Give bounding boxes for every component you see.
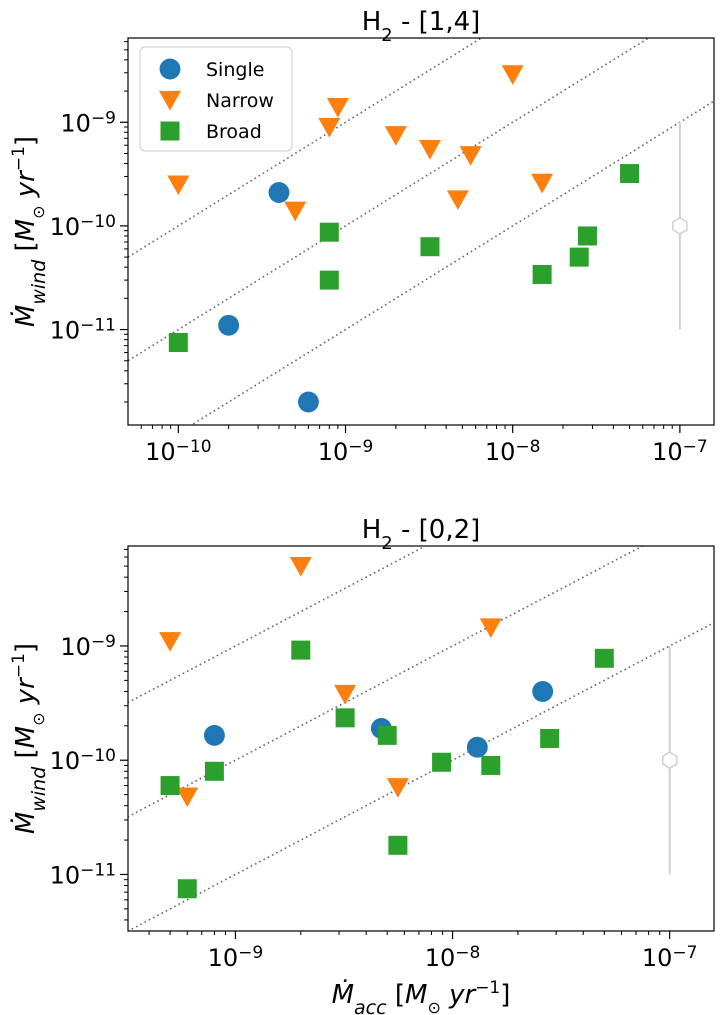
broad-point-5 [532,264,552,284]
guide-lines [128,546,714,931]
guide-lines [128,38,714,425]
legend-label-narrow: Narrow [206,90,274,112]
x-tick-label-3: 10−7 [642,943,698,972]
y-tick-label-1: 10−11 [50,861,116,890]
series-narrow [167,65,554,222]
narrow-point-9 [501,65,524,85]
x-tick-label-1: 10−9 [208,943,264,972]
single-point-2 [268,182,290,203]
narrow-point-2 [284,201,307,222]
broad-point-3 [319,270,339,290]
chart-panel-1: 10−10 10−9 10−8 10−7 10−11 10−10 10−9 H2 - [1,4… [9,7,715,466]
error-bar-reference [662,645,678,875]
y-tick-label-2: 10−10 [50,747,116,776]
legend-label-single: Single [206,59,264,81]
x-tick-label-2: 10−8 [425,943,481,972]
narrow-point-4 [326,97,349,118]
error-bar-marker [672,217,688,235]
plot-frame [127,37,715,426]
data-points [167,65,640,413]
single-point-1 [218,314,240,336]
guide-line-2 [128,546,645,818]
narrow-point-1 [167,175,190,196]
x-tick-label-1: 10−10 [145,437,211,466]
broad-point-11 [594,648,614,668]
minor-ticks [124,41,673,429]
narrow-point-6 [418,140,441,160]
series-broad [160,640,614,899]
legend-marker-narrow [158,90,182,111]
x-tick-label-2: 10−9 [318,437,374,466]
broad-point-9 [481,755,501,775]
narrow-point-6 [479,618,502,639]
x-axis-label: Ṁacc [M⊙ yr−1] [332,978,511,1015]
legend-marker-broad [160,121,180,141]
single-point-3 [466,736,488,758]
x-tick-label-4: 10−7 [652,437,708,466]
series-narrow [159,556,502,808]
broad-point-8 [432,752,452,772]
broad-point-7 [577,226,597,246]
narrow-point-5 [386,778,409,798]
legend-label-broad: Broad [206,121,262,143]
broad-point-7 [388,835,408,855]
broad-point-6 [377,725,397,745]
legend-marker-single [159,58,181,80]
x-tick-label-3: 10−8 [485,437,541,466]
narrow-point-1 [159,632,182,652]
minor-ticks [124,548,661,935]
narrow-point-2 [176,787,199,808]
chart-title: H2 - [0,2] [362,515,481,554]
single-point-1 [203,724,225,746]
narrow-point-7 [446,190,469,210]
broad-point-8 [620,164,640,184]
broad-point-4 [420,237,440,257]
y-tick-label-3: 10−9 [60,109,116,138]
broad-point-10 [540,728,560,748]
series-broad [168,164,640,353]
narrow-point-5 [384,126,407,146]
data-points [159,556,614,899]
series-single [218,182,319,413]
y-tick-label-1: 10−11 [50,316,116,345]
narrow-point-10 [531,173,554,194]
y-axis-label: Ṁwind [M⊙ yr−1] [9,136,50,327]
broad-point-1 [168,333,188,353]
narrow-point-3 [318,117,341,138]
guide-line-1 [128,38,483,259]
broad-point-4 [291,640,311,660]
series-single [203,680,554,758]
broad-point-2 [319,222,339,242]
narrow-point-3 [289,556,312,577]
broad-point-1 [160,776,180,796]
single-point-3 [297,391,319,413]
guide-line-1 [128,546,428,704]
guide-line-3 [128,621,714,931]
chart-panel-2: 10−9 10−8 10−7 10−11 10−10 10−9 H2 - [0,2] Ṁwin… [9,515,715,1015]
single-point-4 [532,680,554,702]
guide-line-3 [190,100,714,425]
plot-frame [127,545,715,932]
legend: Single Narrow Broad [139,46,293,152]
y-tick-label-2: 10−10 [50,212,116,241]
narrow-point-8 [459,146,482,166]
narrow-point-4 [334,684,357,705]
error-bar-marker [662,751,678,770]
y-axis-label: Ṁwind [M⊙ yr−1] [9,643,50,834]
broad-point-2 [177,879,197,899]
chart-title: H2 - [1,4] [362,7,481,46]
broad-point-6 [569,247,589,267]
broad-point-5 [335,708,355,728]
error-bar-reference [672,122,688,330]
y-tick-label-3: 10−9 [60,632,116,661]
broad-point-3 [204,761,224,781]
